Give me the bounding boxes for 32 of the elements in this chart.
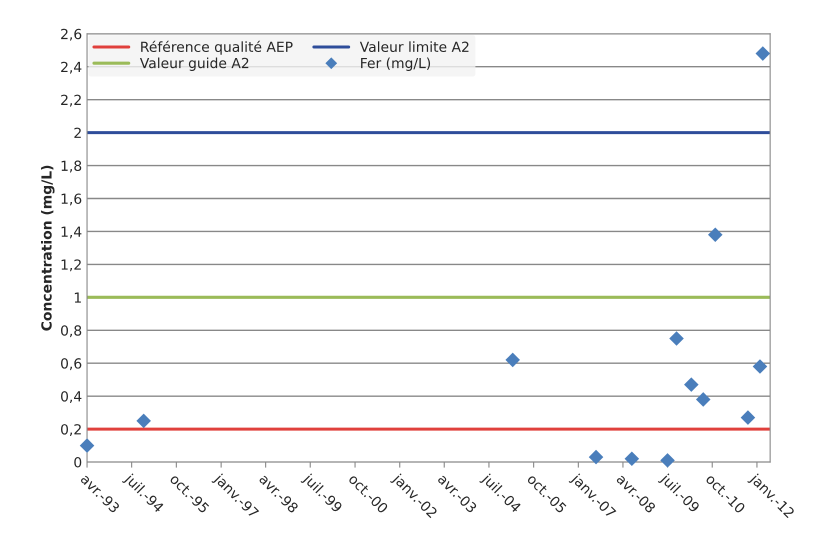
y-axis-title: Concentration (mg/L) [40,166,55,331]
legend-label: Valeur limite A2 [360,41,468,52]
y-tick-label: 2,6 [61,28,82,41]
y-tick-label: 1,8 [62,160,82,172]
point [505,352,520,368]
point [80,438,94,453]
point [708,227,723,242]
legend-label: Fer (mg/L) [361,58,430,71]
legend-label: Valeur guide A2 [140,58,248,71]
y-tick-label: 0,8 [61,325,82,338]
y-tick-label: 0 [74,457,82,468]
point [696,392,711,407]
point [624,451,640,466]
y-tick-label: 1,6 [62,193,82,206]
y-tick-label: 1,2 [62,259,81,272]
y-tick-label: 0,2 [61,424,81,436]
point [660,453,675,468]
point [669,331,684,346]
y-tick-label: 1 [74,292,81,303]
point [136,414,151,428]
y-tick-label: 2,4 [61,62,82,74]
point [588,450,604,464]
point [740,410,756,425]
legend-label: Référence qualité AEP [141,40,293,55]
y-tick-label: 2 [74,128,81,138]
point [752,359,768,374]
y-tick-label: 2,2 [61,94,81,107]
point [756,46,770,61]
y-tick-label: 0,6 [61,358,82,370]
y-tick-label: 0,4 [61,391,82,404]
point [684,377,699,392]
y-tick-label: 1,4 [62,226,82,238]
